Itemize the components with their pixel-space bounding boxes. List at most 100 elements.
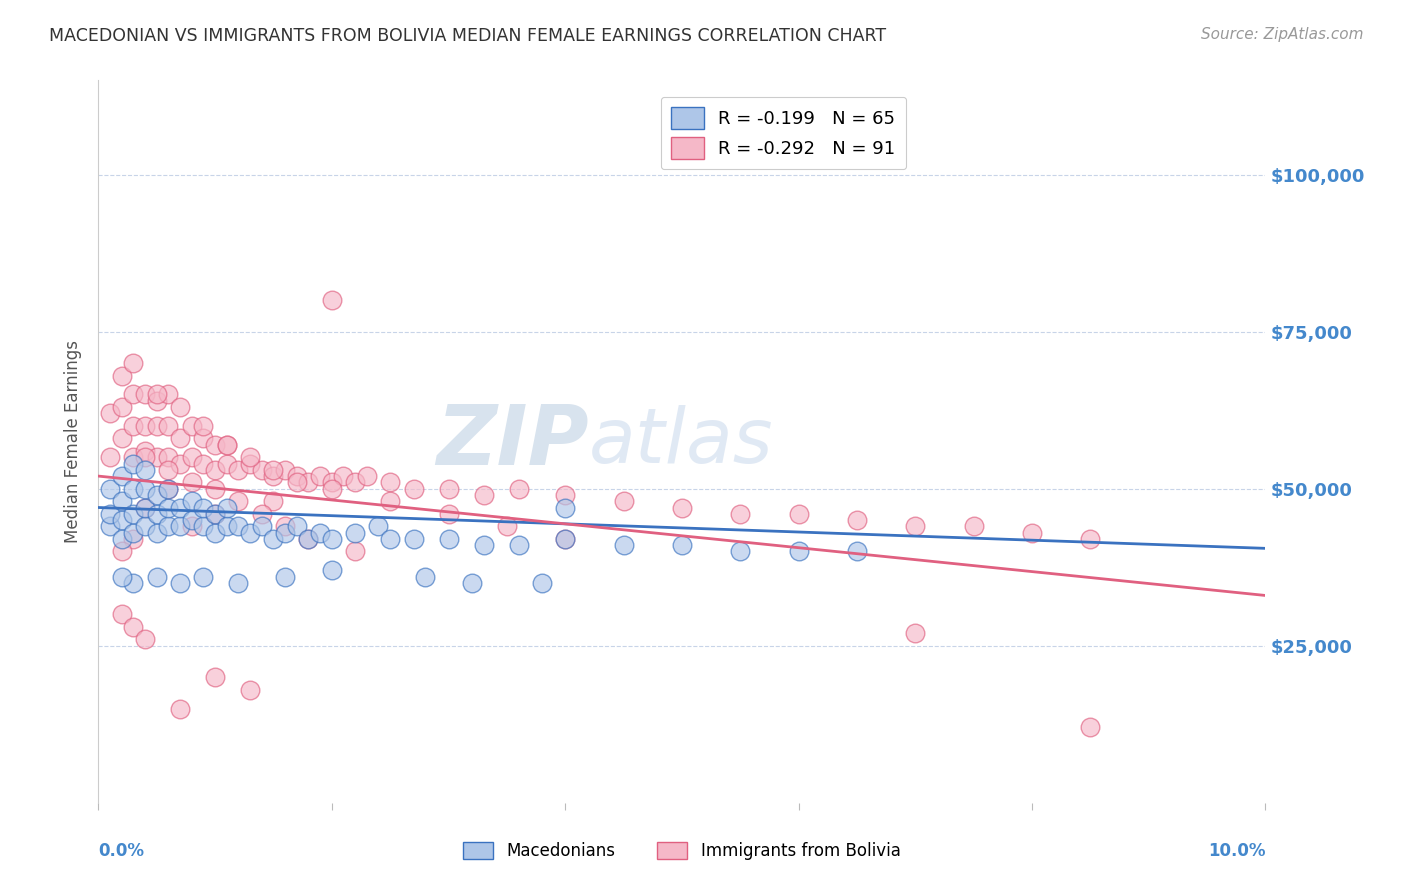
Point — [274, 525, 297, 540]
Point — [309, 469, 332, 483]
Point — [169, 500, 191, 515]
Point — [250, 519, 273, 533]
Text: Source: ZipAtlas.com: Source: ZipAtlas.com — [1201, 27, 1364, 42]
Point — [285, 469, 308, 483]
Point — [122, 620, 145, 634]
Point — [146, 525, 169, 540]
Point — [134, 387, 156, 401]
Point — [204, 507, 226, 521]
Point — [962, 519, 984, 533]
Point — [671, 500, 693, 515]
Point — [309, 525, 332, 540]
Point — [437, 482, 460, 496]
Point — [297, 475, 319, 490]
Point — [846, 544, 869, 558]
Point — [239, 525, 262, 540]
Point — [134, 632, 156, 647]
Point — [157, 463, 180, 477]
Point — [157, 519, 180, 533]
Point — [787, 544, 810, 558]
Point — [111, 607, 134, 622]
Point — [134, 463, 156, 477]
Point — [122, 387, 145, 401]
Point — [380, 475, 402, 490]
Point — [146, 418, 169, 433]
Point — [193, 457, 215, 471]
Text: ZIP: ZIP — [436, 401, 589, 482]
Point — [437, 507, 460, 521]
Point — [98, 406, 121, 420]
Point — [671, 538, 693, 552]
Point — [134, 418, 156, 433]
Point — [846, 513, 869, 527]
Point — [146, 507, 169, 521]
Point — [215, 438, 238, 452]
Point — [180, 450, 202, 465]
Point — [321, 482, 343, 496]
Point — [787, 507, 810, 521]
Point — [146, 387, 169, 401]
Point — [204, 438, 226, 452]
Point — [321, 293, 343, 308]
Point — [297, 532, 319, 546]
Point — [169, 431, 191, 445]
Point — [134, 500, 156, 515]
Point — [204, 670, 226, 684]
Point — [122, 457, 145, 471]
Point — [169, 400, 191, 414]
Point — [344, 544, 367, 558]
Point — [321, 475, 343, 490]
Point — [274, 463, 297, 477]
Point — [321, 563, 343, 577]
Point — [111, 494, 134, 508]
Point — [146, 450, 169, 465]
Point — [146, 569, 169, 583]
Point — [111, 400, 134, 414]
Point — [250, 463, 273, 477]
Point — [904, 626, 927, 640]
Point — [285, 519, 308, 533]
Point — [193, 519, 215, 533]
Point — [228, 494, 250, 508]
Point — [157, 387, 180, 401]
Point — [228, 463, 250, 477]
Point — [1080, 720, 1102, 734]
Point — [98, 519, 121, 533]
Point — [204, 507, 226, 521]
Point — [215, 500, 238, 515]
Point — [111, 431, 134, 445]
Point — [169, 701, 191, 715]
Point — [215, 519, 238, 533]
Point — [111, 513, 134, 527]
Point — [239, 682, 262, 697]
Point — [250, 507, 273, 521]
Point — [180, 513, 202, 527]
Point — [321, 532, 343, 546]
Point — [262, 532, 284, 546]
Point — [437, 532, 460, 546]
Point — [274, 519, 297, 533]
Point — [344, 475, 367, 490]
Point — [228, 575, 250, 590]
Point — [157, 500, 180, 515]
Point — [204, 482, 226, 496]
Point — [402, 532, 425, 546]
Legend: Macedonians, Immigrants from Bolivia: Macedonians, Immigrants from Bolivia — [457, 835, 907, 867]
Point — [134, 500, 156, 515]
Point — [204, 525, 226, 540]
Point — [262, 469, 284, 483]
Point — [122, 450, 145, 465]
Point — [193, 569, 215, 583]
Point — [730, 507, 752, 521]
Point — [904, 519, 927, 533]
Point — [111, 569, 134, 583]
Point — [1021, 525, 1043, 540]
Point — [554, 532, 576, 546]
Point — [285, 475, 308, 490]
Point — [332, 469, 354, 483]
Point — [157, 482, 180, 496]
Point — [215, 457, 238, 471]
Point — [413, 569, 436, 583]
Point — [297, 532, 319, 546]
Point — [122, 418, 145, 433]
